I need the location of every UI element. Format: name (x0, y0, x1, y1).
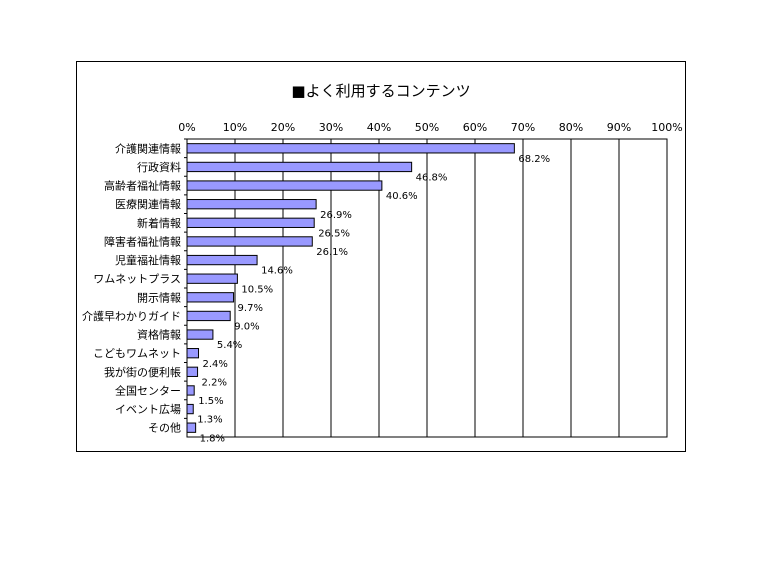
data-label: 10.5% (241, 284, 273, 295)
category-label: イベント広場 (115, 403, 181, 416)
x-tick-label: 90% (607, 121, 631, 134)
category-label: こどもワムネット (93, 347, 181, 360)
x-tick-label: 60% (463, 121, 487, 134)
data-label: 46.8% (416, 173, 448, 184)
data-label: 5.4% (217, 340, 242, 351)
x-tick-label: 50% (415, 121, 439, 134)
bar (186, 329, 214, 340)
data-label: 14.6% (261, 266, 293, 277)
x-tick-label: 80% (559, 121, 583, 134)
bar (186, 348, 200, 359)
data-label: 2.4% (203, 359, 228, 370)
data-label: 1.8% (200, 433, 225, 444)
x-tick-label: 10% (223, 121, 247, 134)
data-label: 9.0% (234, 322, 259, 333)
x-tick-label: 0% (178, 121, 195, 134)
bar (186, 236, 313, 247)
x-tick-label: 20% (271, 121, 295, 134)
category-label: ワムネットプラス (93, 273, 181, 286)
bar (186, 403, 194, 415)
category-label: 障害者福祉情報 (104, 234, 181, 248)
chart-frame: ■よく利用するコンテンツ 0% 10% 20% 30% 40% 50% 60% 70% 80% 9… (76, 61, 686, 452)
data-label: 1.3% (197, 415, 222, 426)
category-label: 児童福祉情報 (115, 253, 181, 267)
category-label: 開示情報 (137, 291, 181, 304)
category-label: 行政資料 (137, 160, 181, 174)
category-label: 介護関連情報 (115, 141, 181, 155)
data-label: 1.5% (198, 396, 223, 407)
category-label: 医療関連情報 (115, 197, 181, 211)
x-tick-label: 100% (651, 121, 682, 134)
x-tick-label: 70% (511, 121, 535, 134)
category-label: 資格情報 (137, 328, 181, 342)
category-label: 新着情報 (137, 216, 181, 230)
data-label: 9.7% (238, 303, 263, 314)
data-label: 40.6% (386, 191, 418, 202)
bar (186, 385, 195, 396)
bar (186, 199, 317, 210)
bar (186, 273, 238, 284)
data-label: 26.5% (318, 228, 350, 239)
data-label: 2.2% (202, 377, 227, 388)
bar (186, 161, 413, 173)
data-label: 26.1% (316, 247, 348, 258)
category-label: 我が街の便利帳 (104, 365, 181, 379)
data-label: 68.2% (518, 154, 550, 165)
bar (186, 292, 235, 303)
bar (186, 217, 315, 228)
x-tick-label: 40% (367, 121, 391, 134)
bar (186, 143, 515, 154)
chart-title: ■よく利用するコンテンツ (291, 82, 471, 100)
bar-chart: 0% 10% 20% 30% 40% 50% 60% 70% 80% 90% 100% 介護関連情報 6… (82, 121, 683, 444)
category-label: 介護早わかりガイド (82, 309, 181, 323)
category-label: 全国センター (115, 383, 181, 397)
bar (186, 422, 197, 433)
bar (186, 310, 231, 322)
category-label: 高齢者福祉情報 (104, 179, 181, 193)
data-label: 26.9% (320, 210, 352, 221)
category-label: その他 (148, 422, 181, 435)
bar (186, 366, 199, 377)
bar (186, 254, 258, 266)
x-tick-label: 30% (319, 121, 343, 134)
bar (186, 180, 383, 191)
